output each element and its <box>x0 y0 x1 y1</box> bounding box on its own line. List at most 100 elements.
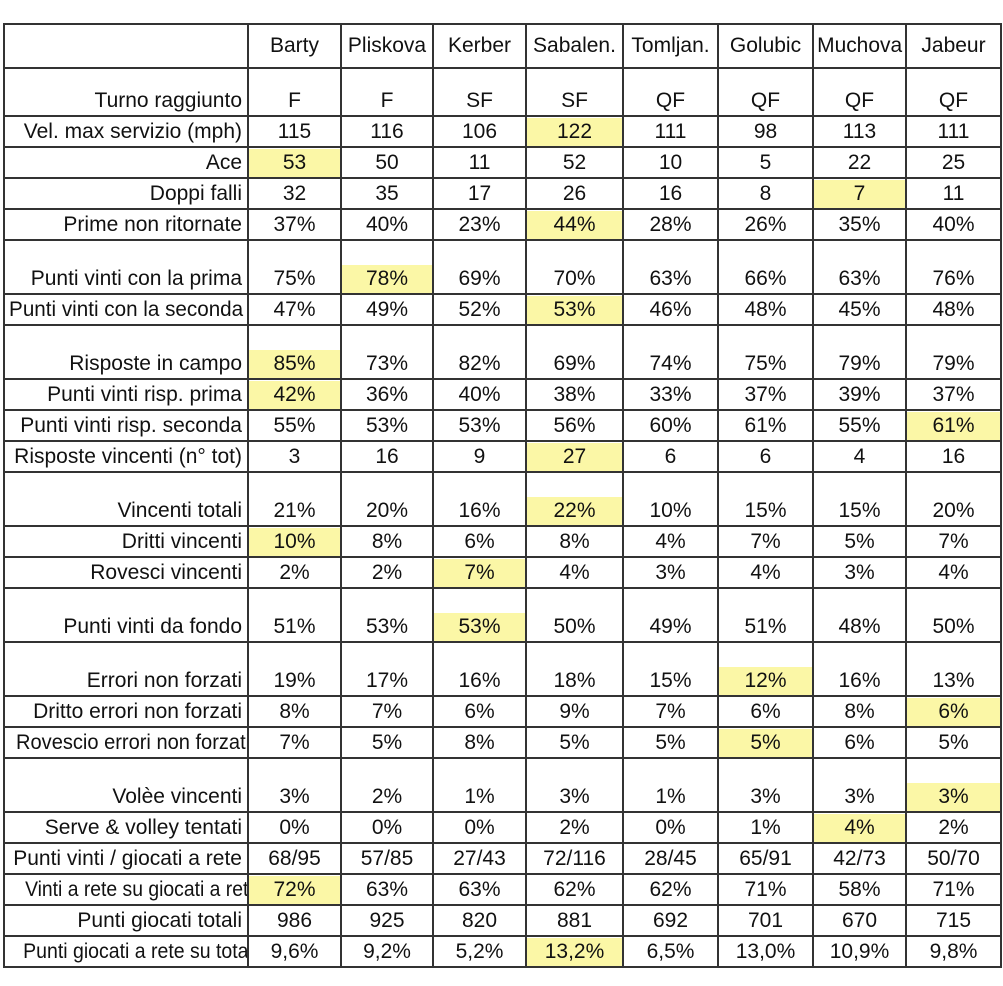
row-label-line: Rovescio errori non forzati <box>6 729 246 756</box>
stat-value-text: 69% <box>553 352 596 375</box>
stat-value: 75% <box>250 265 339 292</box>
row-label-line: Dritto errori non forzati <box>6 698 246 725</box>
stat-cell: 3% <box>812 757 907 813</box>
stat-value: 2% <box>250 559 339 586</box>
stat-value: 5% <box>908 729 999 756</box>
row-label-line: Prime non ritornate <box>6 211 246 238</box>
stat-value-text: 55% <box>273 414 316 437</box>
stat-value-text: 10,9% <box>829 940 890 963</box>
stat-value-text: 32 <box>282 182 307 205</box>
stat-cell: 98 <box>717 115 814 148</box>
table-row: Punti vinti risp. seconda 55% 53% 53% 56% 60%… <box>3 409 1002 442</box>
stat-cell: 35% <box>812 208 907 241</box>
stat-cell: 9,8% <box>905 935 1002 968</box>
stat-value-highlighted: 4% <box>815 814 904 841</box>
stat-cell: 38% <box>525 378 624 411</box>
stat-value-text: 47% <box>273 298 316 321</box>
stat-cell: 2% <box>340 556 434 589</box>
stat-value-text: 7% <box>938 530 969 553</box>
stat-value-text: 40% <box>365 213 409 236</box>
stat-value-text: 17% <box>365 669 409 692</box>
stat-cell: 82% <box>432 324 527 380</box>
stat-value: 53% <box>343 412 431 439</box>
stat-value: 79% <box>908 350 999 377</box>
row-label-text: Punti giocati totali <box>77 909 242 932</box>
stat-value-text: 3% <box>844 785 875 808</box>
stat-value-text: 63% <box>365 878 409 901</box>
stat-value-text: 4% <box>655 530 686 553</box>
row-label: Errori non forzati <box>3 641 249 697</box>
stat-value-text: 2% <box>938 816 969 839</box>
stat-value: 15% <box>625 667 716 694</box>
stat-value: 7% <box>250 729 339 756</box>
row-label-text: Vincenti totali <box>117 499 242 522</box>
row-label: Ace <box>3 146 249 179</box>
stat-value: 111 <box>908 118 999 145</box>
stat-cell: 4% <box>905 556 1002 589</box>
player-header: Tomljan. <box>631 34 710 57</box>
stat-value-text: 4 <box>853 445 866 468</box>
row-label: Dritto errori non forzati <box>3 695 249 728</box>
stat-value-text: 5% <box>938 731 969 754</box>
stat-value: 106 <box>435 118 524 145</box>
stat-value-text: 23% <box>458 213 501 236</box>
stat-value-text: 38% <box>553 383 596 406</box>
stat-value-highlighted: 53 <box>250 149 339 176</box>
stat-value: 37% <box>908 381 999 408</box>
stat-value: 5% <box>625 729 716 756</box>
stat-value: 11 <box>435 149 524 176</box>
stat-value: 5,2% <box>435 938 524 965</box>
stat-value-text: 692 <box>652 909 689 932</box>
row-label: Vinti a rete su giocati a rete <box>3 873 249 906</box>
stat-cell: 3 <box>247 440 342 473</box>
stat-value-text: 42/73 <box>833 847 886 870</box>
table-row: Serve & volley tentati 0% 0% 0% 2% 0% 1% 4% 2% <box>3 811 1002 844</box>
stat-value: 40% <box>908 211 999 238</box>
stat-value-text: 53% <box>458 414 501 437</box>
stat-value-text: 0% <box>279 816 310 839</box>
stat-value-text: 28% <box>649 213 692 236</box>
stat-value: 62% <box>528 876 621 903</box>
stat-value: 75% <box>720 350 811 377</box>
stat-value-text: 69% <box>458 267 501 290</box>
stat-value-text: 2% <box>371 785 403 808</box>
table-row: Vinti a rete su giocati a rete 72% 63% 63% 6… <box>3 873 1002 906</box>
stat-value: 16% <box>435 497 524 524</box>
stat-value-text: SF <box>561 89 588 112</box>
stat-value-text: 8% <box>371 530 403 553</box>
stat-value: 71% <box>720 876 811 903</box>
stat-cell: 111 <box>905 115 1002 148</box>
stat-value: 9% <box>528 698 621 725</box>
stat-cell: 4% <box>717 556 814 589</box>
stat-cell: 113 <box>812 115 907 148</box>
stat-value-highlighted: 27 <box>528 443 621 470</box>
stat-value-text: 4% <box>844 816 875 839</box>
stat-cell: 6% <box>812 726 907 759</box>
stat-cell: 76% <box>905 239 1002 295</box>
stat-value: 0% <box>343 814 431 841</box>
stat-value-text: 22 <box>847 151 872 174</box>
stat-cell: 22% <box>525 471 624 527</box>
stat-cell: 58% <box>812 873 907 906</box>
stat-value: 4% <box>625 528 716 555</box>
table-row: Punti vinti da fondo 51% 53% 53% 50% 49% 51% 48… <box>3 587 1002 643</box>
row-label-line: Punti giocati a rete su totali <box>6 938 246 965</box>
row-label-text: Doppi falli <box>149 182 242 205</box>
player-header-cell: Kerber <box>432 23 527 69</box>
stat-value-text: 701 <box>747 909 784 932</box>
stat-value: 70% <box>528 265 621 292</box>
stat-value: 16 <box>908 443 999 470</box>
stat-cell: 16 <box>905 440 1002 473</box>
stat-cell: 692 <box>622 904 719 937</box>
stat-value-text: 10% <box>273 530 316 553</box>
stat-value-text: 106 <box>461 120 498 143</box>
stat-cell: 13,0% <box>717 935 814 968</box>
stat-value-text: 53% <box>365 615 409 638</box>
row-label: Punti vinti con la prima <box>3 239 249 295</box>
stat-value: 63% <box>815 265 904 292</box>
stat-cell: 44% <box>525 208 624 241</box>
stat-value: 49% <box>343 296 431 323</box>
stat-cell: 40% <box>905 208 1002 241</box>
stat-cell: 16 <box>340 440 434 473</box>
stat-cell: 6 <box>717 440 814 473</box>
